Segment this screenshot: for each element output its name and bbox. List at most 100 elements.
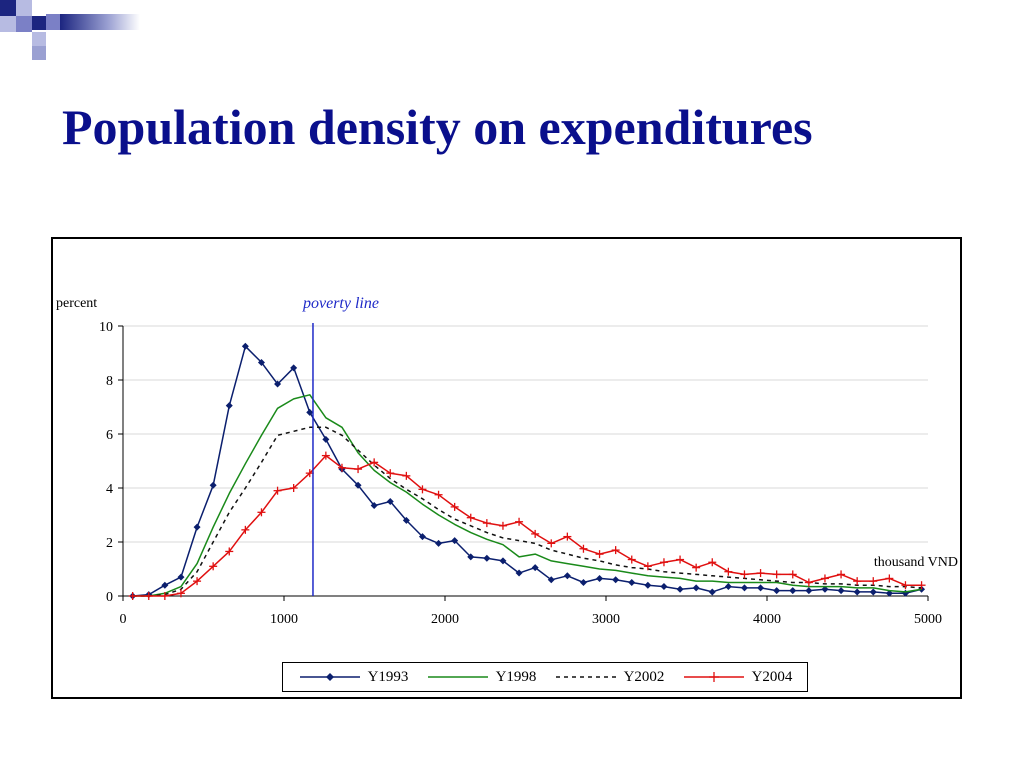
data-point: [531, 564, 539, 572]
data-point: [370, 458, 379, 467]
data-point: [434, 490, 443, 499]
data-point: [805, 587, 813, 595]
data-point: [290, 364, 298, 372]
data-point: [354, 465, 363, 474]
data-point: [402, 471, 411, 480]
data-point: [209, 481, 217, 489]
legend-swatch-y2004: [683, 672, 744, 682]
data-point: [321, 451, 330, 460]
series-y2004: [128, 451, 926, 600]
data-point: [885, 589, 893, 597]
legend-swatch-y2002: [555, 676, 616, 678]
data-point: [659, 558, 668, 567]
x-tick-label: 4000: [753, 612, 781, 627]
y-tick-label: 8: [106, 374, 113, 389]
x-tick-label: 5000: [914, 612, 942, 627]
legend-swatch-y1993: [299, 673, 360, 681]
data-point: [418, 485, 427, 494]
data-point: [274, 380, 282, 388]
data-point: [337, 463, 346, 472]
data-point: [370, 502, 378, 510]
data-point: [241, 525, 250, 534]
data-point: [660, 583, 668, 591]
data-point: [515, 569, 523, 577]
data-point: [853, 588, 861, 596]
data-point: [837, 587, 845, 595]
x-tick-label: 2000: [431, 612, 459, 627]
data-point: [853, 577, 862, 586]
data-point: [885, 574, 894, 583]
data-point: [901, 581, 910, 590]
data-point: [257, 358, 265, 366]
data-point: [450, 502, 459, 511]
data-point: [595, 550, 604, 559]
data-point: [708, 558, 717, 567]
data-point: [435, 539, 443, 547]
gridlines: [123, 325, 928, 543]
data-point: [386, 498, 394, 505]
data-point: [612, 576, 620, 584]
data-point: [773, 587, 781, 595]
data-point: [322, 435, 330, 443]
data-point: [644, 581, 652, 589]
x-tick-label: 3000: [592, 612, 620, 627]
data-point: [467, 553, 475, 561]
data-point: [483, 554, 491, 562]
data-point: [563, 572, 571, 580]
poverty-line-label: poverty line: [302, 295, 379, 312]
y-tick-label: 6: [106, 428, 113, 443]
expenditure-density-chart: 0 2 4 6 8 10 0 1000 2000 3000 4000 5000 poverty lin…: [56, 295, 958, 627]
slide-title: Population density on expenditures: [62, 99, 813, 155]
data-point: [692, 584, 700, 592]
data-point: [273, 486, 282, 495]
legend-label: Y1993: [367, 668, 409, 685]
data-point: [563, 532, 572, 541]
data-point: [144, 592, 153, 600]
data-point: [596, 574, 604, 582]
series-y1998: [132, 394, 922, 597]
data-point: [579, 579, 587, 586]
data-point: [531, 529, 540, 538]
series-line-y1993: [132, 345, 922, 597]
legend-item-y2004: Y2004: [682, 668, 793, 686]
data-point: [757, 584, 765, 592]
y-tick-label: 2: [106, 536, 113, 551]
data-point: [740, 584, 748, 592]
chart-legend: Y1993 Y1998 Y2002 Y2004: [282, 662, 808, 692]
data-point: [788, 570, 797, 579]
series-y1993: [129, 342, 926, 600]
data-point: [515, 517, 524, 526]
data-point: [193, 577, 202, 586]
data-point: [724, 567, 733, 576]
series-line-y2004: [132, 454, 922, 597]
data-point: [498, 521, 507, 530]
x-tick-label: 0: [120, 612, 127, 627]
data-point: [499, 557, 507, 565]
data-point: [821, 585, 829, 593]
x-tick-label: 1000: [270, 612, 298, 627]
data-point: [418, 533, 426, 541]
data-point: [676, 555, 685, 564]
data-point: [804, 578, 813, 587]
data-point: [724, 583, 732, 591]
legend-label: Y1998: [495, 668, 537, 685]
data-point: [225, 547, 234, 556]
data-point: [225, 402, 233, 410]
data-point: [306, 408, 314, 416]
data-point: [402, 516, 410, 524]
data-point: [869, 577, 878, 586]
data-point: [579, 544, 588, 553]
y-axis-label: percent: [56, 296, 97, 311]
legend-label: Y2004: [751, 668, 793, 685]
legend-item-y2002: Y2002: [554, 669, 664, 686]
data-point: [386, 469, 395, 478]
data-point: [177, 573, 185, 581]
data-point: [161, 581, 169, 589]
data-point: [466, 513, 475, 522]
series-line-y1998: [132, 394, 922, 597]
corner-decoration: [0, 0, 140, 60]
legend-swatch-y1998: [427, 676, 488, 678]
data-point: [627, 555, 636, 564]
data-point: [128, 592, 137, 600]
data-point: [257, 508, 266, 517]
